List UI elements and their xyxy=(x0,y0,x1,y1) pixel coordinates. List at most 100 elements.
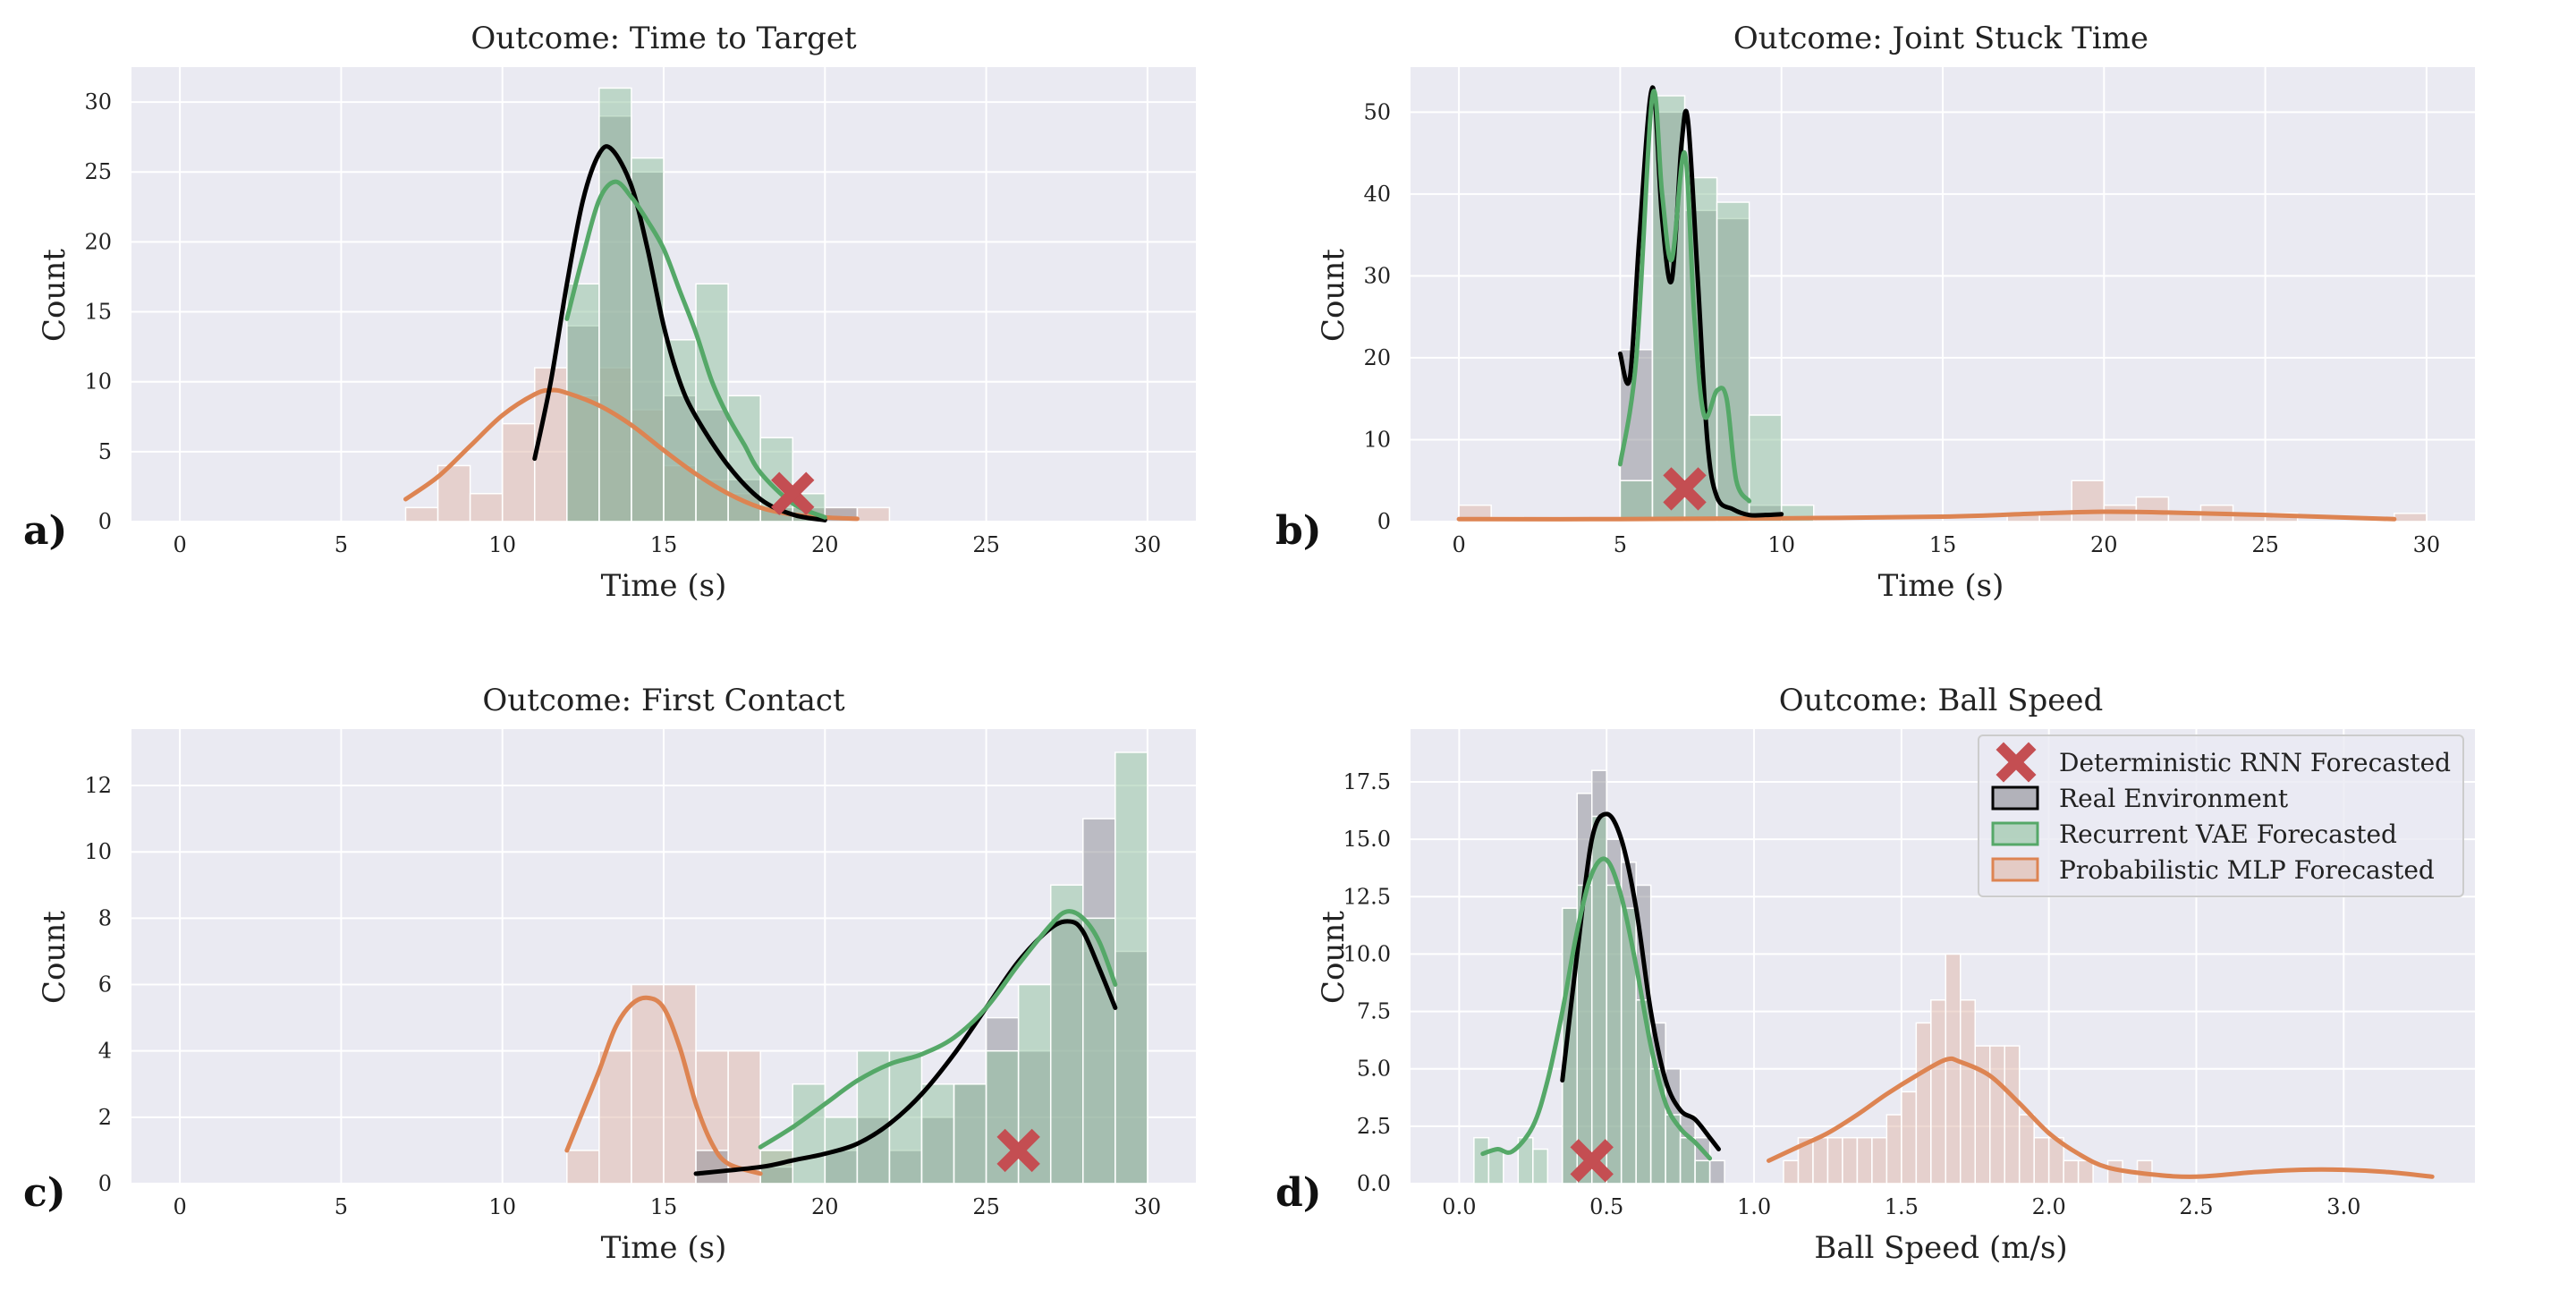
panel-d-mlp-bar xyxy=(1945,953,1962,1184)
panel-c-y-tick-label: 8 xyxy=(98,905,112,930)
panel-c-letter: c) xyxy=(23,1170,66,1216)
panel-c: Outcome: First Contact c) Time (s) Count… xyxy=(23,683,1196,1266)
panel-c-real-bar xyxy=(695,1150,729,1184)
panel-d-vae-bar xyxy=(1487,1148,1504,1184)
panel-d-letter: d) xyxy=(1275,1170,1322,1216)
panel-a-mlp-bar xyxy=(404,506,439,522)
panel-a-x-tick-label: 20 xyxy=(811,532,839,557)
legend-swatch-mlp xyxy=(1991,857,2039,882)
panel-b-y-tick-label: 0 xyxy=(1377,509,1391,534)
panel-d-x-tick-label: 1.5 xyxy=(1885,1194,1919,1219)
panel-d-vae-bar xyxy=(1473,1136,1490,1184)
panel-b-y-tick-label: 40 xyxy=(1363,182,1391,207)
panel-a-x-tick-label: 15 xyxy=(650,532,678,557)
panel-b-mlp-bar xyxy=(2135,496,2170,522)
panel-a-title: Outcome: Time to Target xyxy=(470,21,857,56)
panel-b-x-tick-label: 20 xyxy=(2090,532,2118,557)
panel-a-mlp-bar xyxy=(856,506,891,522)
panel-d-y-tick-label: 7.5 xyxy=(1357,999,1391,1024)
panel-a-rnn-marker-stroke xyxy=(771,471,815,515)
panel-c-title: Outcome: First Contact xyxy=(482,683,845,718)
panel-c-vae-bar xyxy=(1114,751,1148,1184)
panel-a-x-tick-label: 5 xyxy=(335,532,348,557)
panel-c-y-tick-label: 10 xyxy=(84,839,112,864)
panel-c-vae-bar xyxy=(792,1083,826,1184)
panel-c-x-tick-label: 30 xyxy=(1134,1194,1162,1219)
panel-c-mlp-bar xyxy=(631,983,665,1184)
panel-d-rnn-marker-stroke xyxy=(1570,1139,1614,1183)
panel-c-xlabel: Time (s) xyxy=(601,1230,727,1266)
panel-a-real-kde-line xyxy=(532,144,827,522)
panel-c-y-tick-label: 0 xyxy=(98,1171,112,1196)
panel-a-rnn-marker xyxy=(771,471,815,515)
panel-d-mlp-bar xyxy=(1812,1136,1829,1184)
panel-d-x-tick-label: 2.5 xyxy=(2179,1194,2213,1219)
panel-a-mlp-bar xyxy=(469,492,504,522)
panel-b-y-tick-label: 20 xyxy=(1363,345,1391,370)
panel-a-y-tick-label: 30 xyxy=(84,89,112,115)
panel-b-mlp-kde-line xyxy=(1456,509,2397,522)
panel-a-y-tick-label: 20 xyxy=(84,229,112,254)
panel-d-vae-bar xyxy=(1679,1136,1696,1184)
panel-b-real-kde-line xyxy=(1617,85,1784,518)
panel-d-y-tick-label: 10.0 xyxy=(1343,941,1391,966)
legend-swatch-vae xyxy=(1991,821,2039,846)
panel-c-y-tick-label: 4 xyxy=(98,1039,112,1064)
panel-d-mlp-kde-line xyxy=(1767,1056,2435,1179)
panel-d-y-tick-label: 5.0 xyxy=(1357,1057,1391,1082)
legend-swatch-real xyxy=(1991,785,2039,811)
legend-label-real: Real Environment xyxy=(2059,784,2289,813)
panel-a-vae-bar xyxy=(598,87,632,522)
panel-c-y-tick-label: 6 xyxy=(98,972,112,998)
panel-d-y-tick-label: 2.5 xyxy=(1357,1114,1391,1139)
panel-d-xlabel: Ball Speed (m/s) xyxy=(1814,1230,2067,1266)
panel-c-vae-kde-line xyxy=(758,909,1118,1150)
panel-d-mlp-bar xyxy=(1901,1091,1918,1184)
panel-b-title: Outcome: Joint Stuck Time xyxy=(1733,21,2148,56)
panel-b-vae-bar xyxy=(1748,414,1783,522)
legend-label-vae: Recurrent VAE Forecasted xyxy=(2059,819,2397,849)
panel-a-y-tick-label: 5 xyxy=(98,439,112,464)
panel-d-mlp-bar xyxy=(1930,998,1947,1184)
panel-a-x-tick-label: 30 xyxy=(1134,532,1162,557)
panel-c-real-kde-line xyxy=(693,919,1118,1176)
panel-a-y-tick-label: 0 xyxy=(98,509,112,534)
panel-c-mlp-kde-line xyxy=(564,995,763,1176)
panel-c-rnn-marker xyxy=(996,1128,1040,1173)
panel-c-vae-bar xyxy=(1049,884,1084,1184)
panel-c-vae-bar xyxy=(953,1083,987,1184)
panel-d-mlp-bar xyxy=(1915,1022,1932,1184)
legend-frame xyxy=(1978,734,2464,897)
panel-d-vae-bar xyxy=(1606,884,1623,1184)
panel-d-x-tick-label: 0.0 xyxy=(1442,1194,1476,1219)
panel-c-mlp-bar xyxy=(727,1049,761,1184)
panel-d-mlp-bar xyxy=(1826,1136,1843,1184)
panel-b-x-tick-label: 25 xyxy=(2251,532,2279,557)
panel-b-vae-kde-line xyxy=(1617,89,1752,504)
panel-c-x-tick-label: 20 xyxy=(811,1194,839,1219)
panel-b-x-tick-label: 5 xyxy=(1614,532,1627,557)
panel-b-plot-content xyxy=(1411,67,2475,522)
panel-b-y-tick-label: 50 xyxy=(1363,99,1391,124)
panel-d-x-tick-label: 2.0 xyxy=(2032,1194,2066,1219)
panel-c-ylabel: Count xyxy=(37,911,72,1004)
panel-d-x-tick-label: 3.0 xyxy=(2326,1194,2360,1219)
panel-a-x-tick-label: 0 xyxy=(173,532,186,557)
panel-b-y-tick-label: 30 xyxy=(1363,263,1391,288)
panel-b-letter: b) xyxy=(1275,508,1322,554)
panel-b-x-tick-label: 10 xyxy=(1767,532,1795,557)
panel-b-mlp-bar xyxy=(2071,480,2106,522)
panel-d-x-tick-label: 1.0 xyxy=(1737,1194,1771,1219)
legend-label-mlp: Probabilistic MLP Forecasted xyxy=(2059,855,2435,885)
panel-d-vae-bar xyxy=(1532,1148,1549,1184)
panel-d-x-tick-label: 0.5 xyxy=(1589,1194,1623,1219)
panel-a-vae-bar xyxy=(663,339,697,522)
panel-d-vae-kde-line xyxy=(1480,856,1713,1161)
panel-d-mlp-bar xyxy=(2063,1159,2080,1184)
legend-label-rnn: Deterministic RNN Forecasted xyxy=(2059,748,2451,777)
panel-a-y-tick-label: 25 xyxy=(84,159,112,184)
panel-d-plot-content xyxy=(1411,729,2475,1184)
panel-d-mlp-bar xyxy=(1988,1045,2005,1184)
panel-b-x-tick-label: 15 xyxy=(1929,532,1957,557)
panel-b-mlp-bar xyxy=(2394,513,2428,522)
